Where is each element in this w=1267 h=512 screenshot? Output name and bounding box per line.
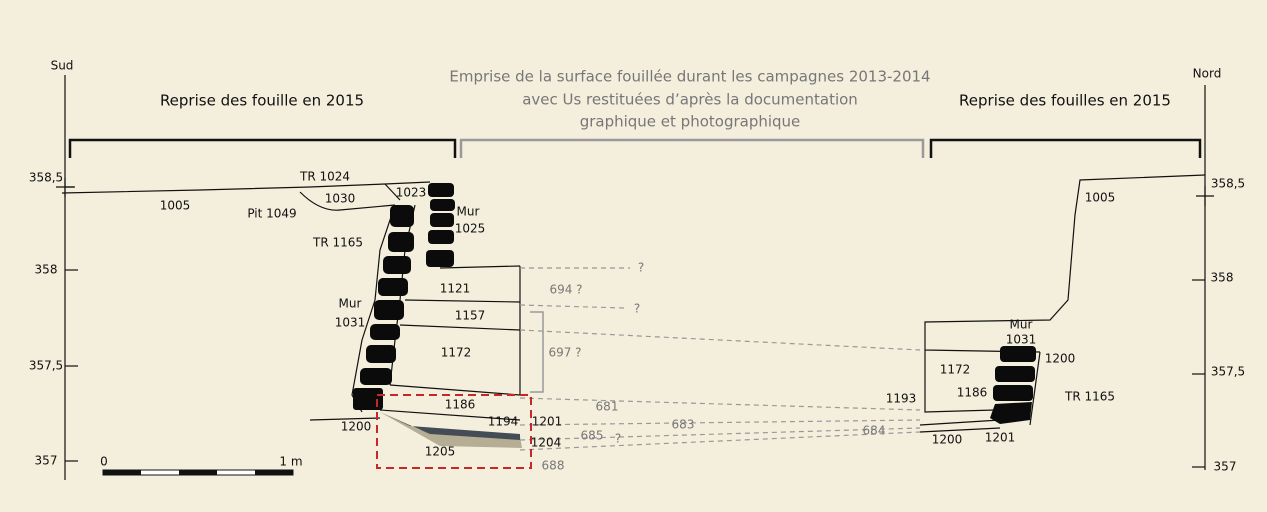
elevation-label: 357 (35, 454, 58, 468)
south-label: Sud (51, 59, 74, 73)
unit-label: 1193 (886, 392, 917, 406)
unit-label: 681 (596, 400, 619, 414)
unit-label: 1200 (341, 420, 372, 434)
center-header: graphique et photographique (580, 113, 801, 131)
elevation-label: 358,5 (1211, 177, 1245, 191)
scale-bar (103, 470, 293, 475)
elevation-label: 358 (35, 263, 58, 277)
unit-label: 1201 (985, 431, 1016, 445)
scale-label: 1 m (279, 455, 302, 469)
unit-label: 1186 (445, 398, 476, 412)
center-header: Emprise de la surface fouillée durant le… (449, 68, 930, 86)
unit-label: 1031 (1006, 333, 1037, 347)
unit-label: Pit 1049 (247, 207, 296, 221)
unit-label: 1005 (1085, 191, 1116, 205)
elevation-label: 357,5 (29, 359, 63, 373)
unit-label: 1200 (932, 433, 963, 447)
unit-label: 1157 (455, 309, 486, 323)
elevation-label: 358,5 (29, 171, 63, 185)
left-header: Reprise des fouille en 2015 (160, 92, 364, 110)
north-label: Nord (1193, 67, 1222, 81)
unit-label: Mur (1010, 318, 1033, 332)
elevation-label: 358 (1211, 271, 1234, 285)
scale-label: 0 (100, 455, 108, 469)
unit-label: 697 ? (548, 346, 581, 360)
unit-label: 1031 (335, 316, 366, 330)
unit-label: 685 (581, 429, 604, 443)
unit-label: 1201 (532, 415, 563, 429)
right-header: Reprise des fouilles en 2015 (959, 92, 1171, 110)
unit-label: ? (615, 432, 621, 446)
section-drawing: Sud Nord 358,5 358 357,5 357 358,5 358 3… (0, 0, 1267, 512)
center-header: avec Us restituées d’après la documentat… (522, 91, 858, 109)
unit-label: 1172 (441, 346, 472, 360)
unit-label: Mur (457, 205, 480, 219)
unit-label: Mur (339, 297, 362, 311)
unit-label: 1200 (1045, 352, 1076, 366)
unit-label: 683 (672, 418, 695, 432)
unit-label: 1030 (325, 192, 356, 206)
unit-label: 1205 (425, 445, 456, 459)
unit-label: 1025 (455, 222, 486, 236)
unit-label: TR 1165 (312, 236, 363, 250)
unit-label: 1023 (396, 186, 427, 200)
unit-label: ? (638, 261, 644, 275)
unit-label: TR 1165 (1064, 390, 1115, 404)
elevation-label: 357 (1214, 460, 1237, 474)
unit-label: 694 ? (549, 283, 582, 297)
unit-label: 1121 (440, 282, 471, 296)
elevation-label: 357,5 (1211, 365, 1245, 379)
unit-label: 1005 (160, 199, 191, 213)
unit-label: 684 (863, 424, 886, 438)
unit-label: 1186 (957, 386, 988, 400)
unit-label: 688 (542, 459, 565, 473)
unit-label: TR 1024 (299, 170, 350, 184)
unit-label: 1172 (940, 363, 971, 377)
unit-label: ? (634, 302, 640, 316)
unit-label: 1194 (488, 415, 519, 429)
unit-label: 1204 (531, 436, 562, 450)
